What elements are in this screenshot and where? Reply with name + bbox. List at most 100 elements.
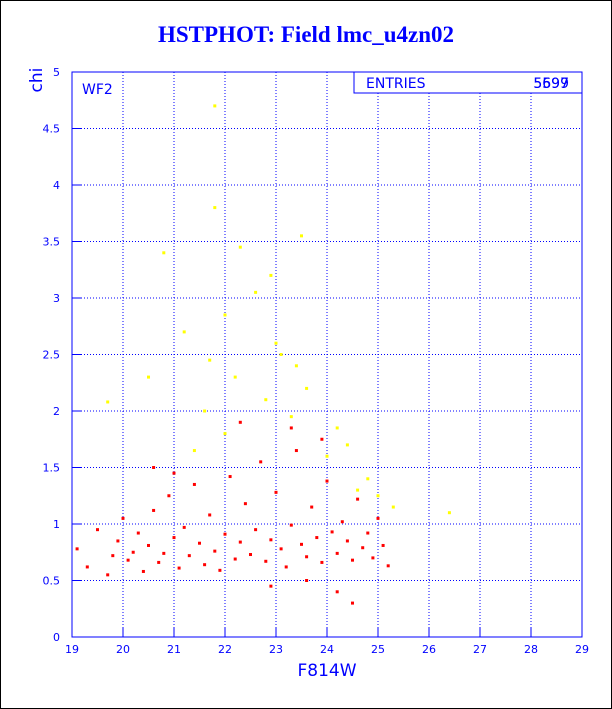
y-tick-label: 5 xyxy=(53,66,60,79)
data-point-yellow xyxy=(192,449,196,453)
data-point-red xyxy=(223,532,227,536)
y-tick-label: 0 xyxy=(53,631,60,644)
x-tick-label: 24 xyxy=(320,643,334,656)
stats-box: ENTRIES 5599 5697 xyxy=(353,71,583,94)
y-tick-label: 1 xyxy=(53,518,60,531)
y-axis-label: chi xyxy=(27,68,47,93)
data-point-red xyxy=(325,479,329,483)
data-point-red xyxy=(259,460,263,464)
data-point-red xyxy=(157,560,161,564)
data-point-red xyxy=(335,551,339,555)
data-point-red xyxy=(289,523,293,527)
data-point-red xyxy=(269,538,273,542)
x-tick-label: 28 xyxy=(524,643,538,656)
x-tick-label: 29 xyxy=(575,643,589,656)
data-point-red xyxy=(361,546,365,550)
data-point-yellow xyxy=(223,432,227,436)
data-point-yellow xyxy=(289,415,293,419)
data-point-yellow xyxy=(182,330,186,334)
data-point-red xyxy=(300,542,303,546)
data-point-red xyxy=(182,525,186,529)
data-point-red xyxy=(85,565,89,569)
stats-box-frame xyxy=(353,71,583,94)
data-point-yellow xyxy=(223,313,227,317)
data-point-red xyxy=(218,568,222,572)
x-tick-label: 21 xyxy=(167,643,181,656)
grid-lines xyxy=(72,72,582,637)
data-point-red xyxy=(116,539,120,543)
data-point-yellow xyxy=(238,245,242,249)
x-tick-label: 22 xyxy=(218,643,232,656)
data-point-red xyxy=(294,449,298,453)
data-point-red xyxy=(340,520,344,524)
x-tick-label: 23 xyxy=(269,643,283,656)
data-point-yellow xyxy=(147,375,150,379)
data-point-red xyxy=(274,490,278,494)
data-point-yellow xyxy=(376,494,380,498)
data-point-red xyxy=(264,559,268,563)
data-point-yellow xyxy=(356,488,360,492)
data-point-red xyxy=(126,558,130,562)
data-point-yellow xyxy=(447,511,451,515)
data-point-red xyxy=(243,502,247,506)
data-point-red xyxy=(192,482,196,486)
data-point-red xyxy=(238,540,242,544)
data-point-red xyxy=(172,536,176,540)
y-tick-label: 2.5 xyxy=(43,349,61,362)
x-axis-label: F814W xyxy=(297,661,356,681)
data-point-red xyxy=(187,554,191,558)
data-point-red xyxy=(269,584,273,588)
data-point-yellow xyxy=(335,426,339,430)
data-point-yellow xyxy=(264,398,268,402)
data-point-red xyxy=(254,528,258,532)
stats-box-value-1: 5599 xyxy=(533,76,569,92)
stats-box-label: ENTRIES xyxy=(366,76,426,92)
data-point-red xyxy=(203,563,207,567)
y-tick-label: 0.5 xyxy=(43,575,61,588)
data-point-red xyxy=(376,516,380,520)
data-point-red xyxy=(320,437,324,441)
x-tick-label: 25 xyxy=(371,643,385,656)
data-point-yellow xyxy=(203,409,207,413)
data-point-red xyxy=(371,556,375,560)
data-point-red xyxy=(330,530,334,534)
data-point-red xyxy=(279,547,283,551)
data-point-red xyxy=(310,505,314,509)
chart-title: HSTPHOT: Field lmc_u4zn02 xyxy=(157,22,455,47)
data-point-red xyxy=(136,531,140,535)
data-point-red xyxy=(284,565,288,569)
data-point-yellow xyxy=(366,477,370,481)
data-point-red xyxy=(356,497,360,501)
data-point-yellow xyxy=(300,234,303,238)
y-tick-label: 1.5 xyxy=(43,462,61,475)
data-point-yellow xyxy=(269,273,273,277)
x-tick-label: 26 xyxy=(422,643,436,656)
data-point-red xyxy=(131,550,135,554)
data-point-yellow xyxy=(254,290,258,294)
data-point-red xyxy=(208,513,212,517)
y-tick-label: 2 xyxy=(53,405,60,418)
y-tick-label: 4 xyxy=(53,179,60,192)
data-point-yellow xyxy=(345,443,349,447)
data-point-yellow xyxy=(391,505,395,509)
data-point-red xyxy=(121,516,125,520)
data-point-red xyxy=(141,569,145,573)
data-point-red xyxy=(75,547,79,551)
x-tick-label: 19 xyxy=(65,643,79,656)
data-point-yellow xyxy=(279,353,283,356)
data-point-yellow xyxy=(233,375,237,379)
data-point-red xyxy=(335,590,339,594)
data-point-red xyxy=(249,553,252,557)
data-point-red xyxy=(228,475,232,479)
data-point-red xyxy=(152,508,156,512)
data-point-red xyxy=(320,560,324,564)
data-point-red xyxy=(167,494,171,498)
data-point-yellow xyxy=(325,454,329,458)
data-point-red xyxy=(305,579,309,582)
data-points xyxy=(75,104,451,605)
axis-ticks: 19 20 21 22 23 24 25 26 27 28 29 0 0.5 1 1.5 2 2.5 3 3.5 4 4… xyxy=(43,66,590,656)
data-point-red xyxy=(106,573,110,577)
data-point-red xyxy=(289,426,293,430)
data-point-red xyxy=(238,420,242,424)
